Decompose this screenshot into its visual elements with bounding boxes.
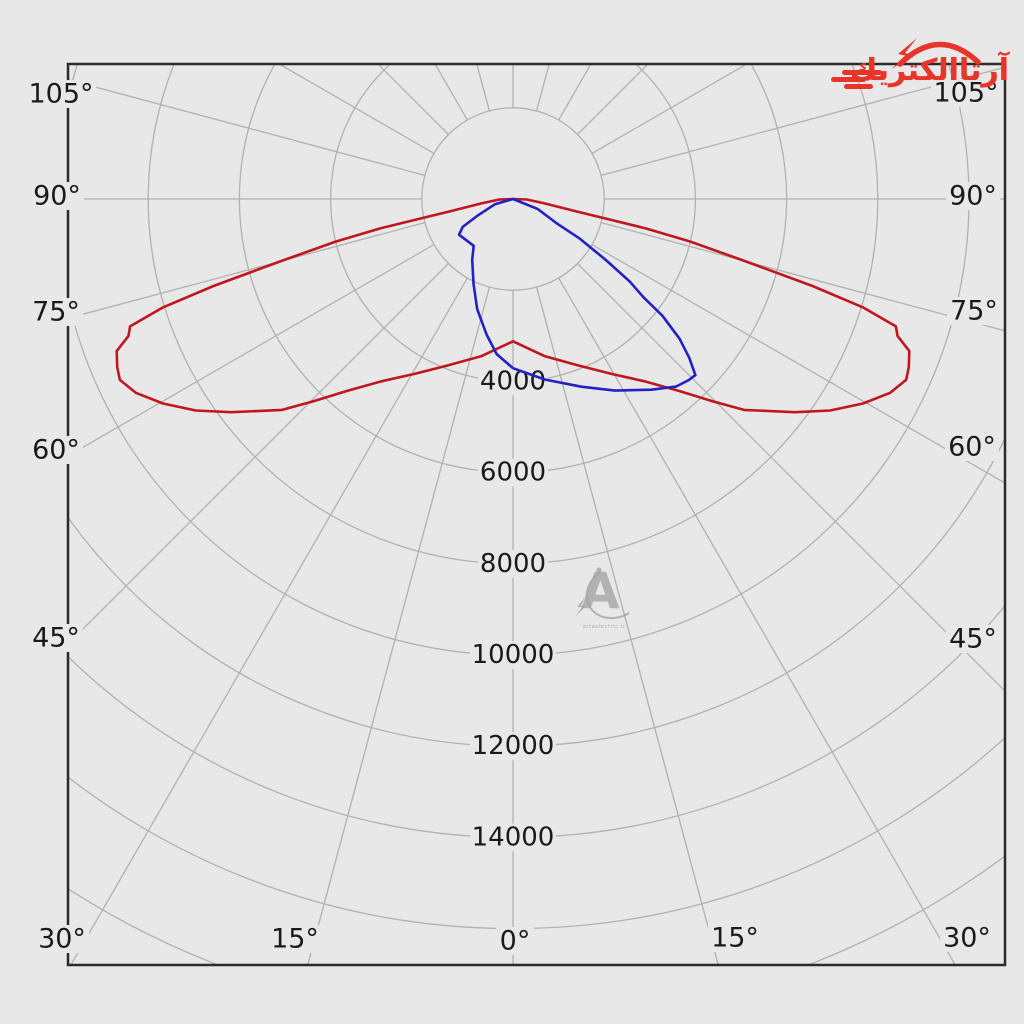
polar-ray-45deg bbox=[577, 263, 1004, 691]
plot-border bbox=[66, 62, 1007, 967]
logo-bolt-icon bbox=[891, 38, 917, 69]
curves bbox=[115, 197, 911, 414]
ring-label-bg bbox=[470, 732, 556, 761]
angle-label-bg bbox=[945, 433, 999, 461]
angle-label-bg bbox=[268, 925, 322, 953]
polar-ray-30deg bbox=[558, 277, 956, 964]
polar-ray--120deg bbox=[279, 65, 435, 154]
angle-label: 30° bbox=[943, 923, 991, 954]
angle-label-bg bbox=[26, 80, 96, 108]
ring-label-bg bbox=[478, 549, 548, 578]
ring-label: 8000 bbox=[480, 549, 546, 579]
watermark-logo bbox=[575, 567, 630, 620]
logo-speedline bbox=[831, 77, 866, 82]
ring-labels: 4000 6000 8000 10000 12000 14000 bbox=[470, 366, 556, 852]
polar-ray--15deg bbox=[307, 286, 491, 964]
ring-label-bg bbox=[478, 458, 548, 487]
ring-label: 12000 bbox=[472, 731, 555, 761]
polar-ray--30deg bbox=[70, 277, 468, 964]
watermark-orbit-arc bbox=[585, 571, 630, 620]
angle-label: 75° bbox=[32, 297, 80, 328]
angle-label-bg bbox=[496, 927, 534, 955]
angle-label: 105° bbox=[933, 78, 998, 109]
watermark-orbit-dot bbox=[596, 567, 602, 573]
brand-logo-text: آرتاالكتريك bbox=[849, 53, 1010, 88]
polar-ray-15deg bbox=[535, 286, 719, 964]
angle-label-bg bbox=[931, 79, 1001, 107]
angle-label-bg bbox=[946, 625, 1000, 653]
logo-speedline bbox=[844, 84, 873, 89]
brand-logo bbox=[831, 38, 981, 89]
ring-label: 4000 bbox=[480, 366, 546, 396]
logo-speedline bbox=[842, 70, 882, 75]
ring-label: 6000 bbox=[480, 458, 546, 488]
angle-label-bg bbox=[29, 436, 83, 464]
red-curve bbox=[115, 197, 911, 414]
angle-label-bg bbox=[29, 298, 83, 326]
angle-label: 90° bbox=[33, 181, 81, 212]
angle-label: 60° bbox=[32, 435, 80, 466]
watermark-caption: artaelectric.ir bbox=[582, 624, 626, 630]
blue-curve bbox=[457, 197, 697, 392]
angle-label-bg bbox=[947, 297, 1001, 325]
watermark-bolt-icon bbox=[575, 597, 586, 617]
angle-label-bg bbox=[940, 924, 994, 952]
ring-label: 10000 bbox=[472, 640, 555, 670]
polar-ray--45deg bbox=[69, 263, 449, 644]
polar-ray-60deg bbox=[591, 244, 1004, 484]
angle-label: 45° bbox=[949, 624, 997, 655]
angle-label: 45° bbox=[32, 623, 80, 654]
angle-label: 15° bbox=[711, 923, 759, 954]
angle-label-bg bbox=[29, 624, 83, 652]
angle-label: 30° bbox=[38, 924, 86, 955]
angle-labels: 105° 90° 75° 60° 45° 30° 15° 0° 15° 30° 45° 60° 75° 9… bbox=[26, 78, 1001, 957]
polar-ray-120deg bbox=[591, 65, 747, 154]
angle-label: 90° bbox=[949, 181, 997, 212]
angle-label-bg bbox=[946, 182, 1000, 210]
angle-label-bg bbox=[35, 925, 89, 953]
polar-ray--105deg bbox=[69, 79, 426, 177]
ring-label-bg bbox=[478, 367, 548, 396]
ring-label-bg bbox=[470, 823, 556, 852]
angle-label-bg bbox=[708, 924, 762, 952]
angle-label: 75° bbox=[950, 296, 998, 327]
polar-ray--60deg bbox=[69, 244, 435, 457]
angle-label: 105° bbox=[28, 79, 93, 110]
angle-label-bg bbox=[30, 182, 84, 210]
angle-label: 15° bbox=[271, 924, 319, 955]
polar-ray-105deg bbox=[600, 66, 1004, 177]
watermark-letter: A bbox=[581, 562, 620, 620]
ring-label-bg bbox=[470, 641, 556, 669]
angle-label: 60° bbox=[948, 432, 996, 463]
angle-label: 0° bbox=[500, 926, 531, 957]
ring-label: 14000 bbox=[472, 822, 555, 852]
